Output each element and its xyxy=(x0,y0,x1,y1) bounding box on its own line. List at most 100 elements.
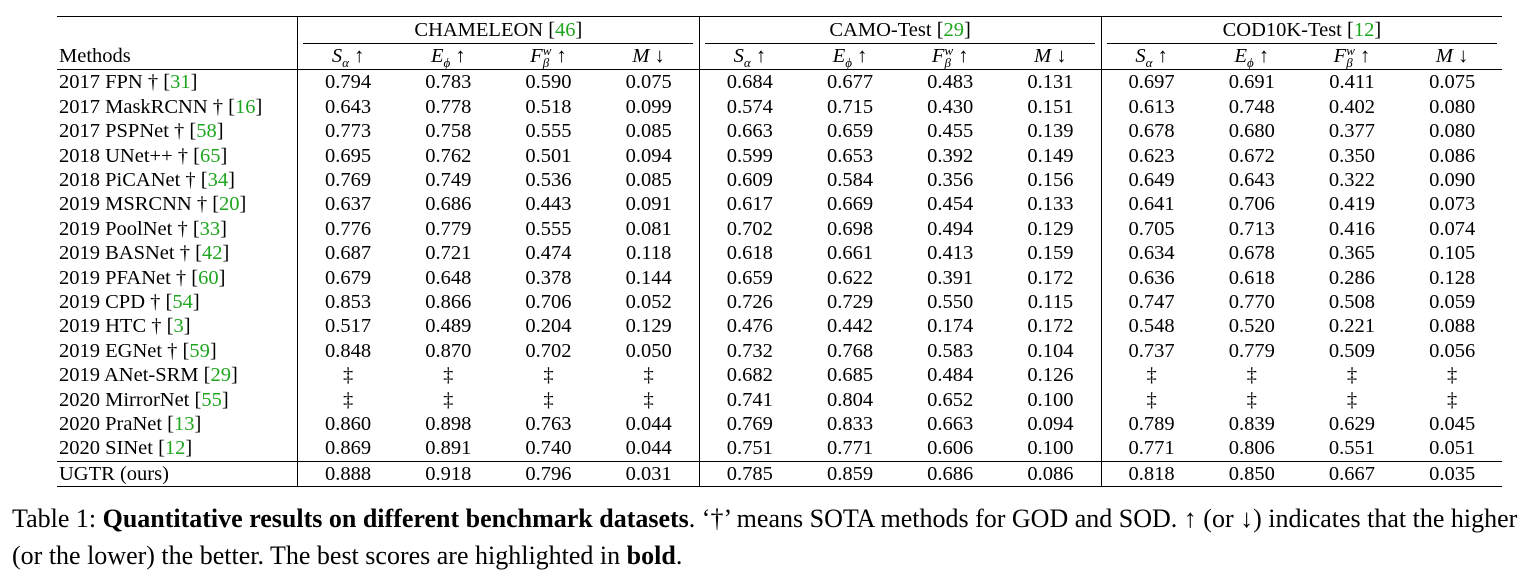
value-cell: 0.853 xyxy=(297,289,399,315)
citation-link[interactable]: 46 xyxy=(555,19,576,41)
method-name: 2020 MirrorNet [55] xyxy=(59,388,229,411)
value-cell: 0.741 xyxy=(698,387,800,412)
value-cell: 0.636 xyxy=(1100,265,1202,290)
citation-link[interactable]: 65 xyxy=(199,144,221,167)
value-cell: 0.918 xyxy=(398,460,499,488)
value-cell: 0.687 xyxy=(297,241,399,266)
method-name: 2019 CPD † [54] xyxy=(59,290,200,313)
value-cell: 0.779 xyxy=(425,217,472,240)
metric-sub: α xyxy=(1145,55,1153,71)
method-name: 2020 SINet [12] xyxy=(59,437,193,460)
value-cell: 0.789 xyxy=(1100,411,1202,437)
ours-suffix: (ours) xyxy=(114,462,169,485)
table-row: 2017 FPN † [31] 0.794 0.783 0.590 0.075 0.684… xyxy=(57,69,1502,95)
value-cell: 0.748 xyxy=(1228,95,1275,118)
value-cell: 0.649 xyxy=(1100,167,1202,193)
value-cell: 0.050 xyxy=(625,339,672,362)
value-cell: 0.081 xyxy=(625,217,672,240)
table-row: 2017 PSPNet † [58] 0.773 0.758 0.555 0.085 0.… xyxy=(57,119,1502,144)
arrow-icon: ↑ xyxy=(750,45,767,67)
arrow-icon: ↑ xyxy=(851,45,868,67)
value-cell: 0.484 xyxy=(927,364,974,387)
citation-link[interactable]: 29 xyxy=(943,19,965,41)
citation-link[interactable]: 34 xyxy=(207,168,229,191)
metric-sub: α xyxy=(743,55,751,71)
value-cell: 0.618 xyxy=(698,241,800,266)
value-cell: ‡ xyxy=(1100,363,1202,388)
value-cell: 0.419 xyxy=(1328,193,1376,216)
value-cell: 0.785 xyxy=(698,460,800,488)
method-name: 2017 FPN † [31] xyxy=(59,71,198,94)
value-cell: 0.118 xyxy=(625,242,672,265)
value-cell: 0.783 xyxy=(425,71,472,94)
value-cell: 0.031 xyxy=(598,460,700,488)
value-cell: 0.508 xyxy=(1328,290,1376,313)
table-row: 2018 UNet++ † [65] 0.695 0.762 0.501 0.094 0.… xyxy=(57,143,1502,168)
metric-header: E ϕ ↑ xyxy=(799,44,901,71)
value-cell: 0.751 xyxy=(698,436,800,462)
value-cell: 0.044 xyxy=(625,437,672,460)
citation-link[interactable]: 31 xyxy=(170,71,191,94)
value-cell: 0.702 xyxy=(698,216,800,242)
citation-link[interactable]: 42 xyxy=(201,242,223,265)
value-cell: 0.059 xyxy=(1429,290,1476,313)
value-cell: 0.085 xyxy=(625,120,672,143)
value-cell: 0.094 xyxy=(1027,412,1074,435)
citation-link[interactable]: 3 xyxy=(173,315,184,338)
table-row: 2019 PFANet † [60] 0.679 0.648 0.378 0.144 0.… xyxy=(57,265,1502,290)
arrow-icon: ↑ xyxy=(348,45,365,67)
value-cell: 0.517 xyxy=(297,314,399,339)
value-cell: 0.131 xyxy=(1027,71,1074,94)
citation-link[interactable]: 29 xyxy=(210,364,231,387)
value-cell: 0.661 xyxy=(826,242,874,265)
value-cell: 0.172 xyxy=(1027,266,1074,289)
ours-row: UGTR (ours) 0.888 0.918 0.796 0.031 0.785 0.85… xyxy=(57,460,1503,488)
value-cell: 0.045 xyxy=(1429,412,1476,435)
value-cell: 0.778 xyxy=(425,95,472,118)
method-name: 2018 UNet++ † [65] xyxy=(59,144,228,167)
citation-link[interactable]: 33 xyxy=(199,217,221,240)
value-cell: 0.669 xyxy=(826,193,874,216)
citation-link[interactable]: 12 xyxy=(1353,19,1375,41)
value-cell: 0.105 xyxy=(1429,242,1476,265)
value-cell: 0.075 xyxy=(625,71,672,94)
value-cell: 0.483 xyxy=(927,71,974,94)
citation-link[interactable]: 54 xyxy=(172,290,193,313)
value-cell: 0.474 xyxy=(525,242,572,265)
value-cell: 0.794 xyxy=(297,69,399,95)
citation-link[interactable]: 20 xyxy=(219,193,240,216)
citation-link[interactable]: 59 xyxy=(189,339,210,362)
value-cell: ‡ xyxy=(1447,364,1458,387)
value-cell: 0.129 xyxy=(1027,217,1074,240)
caption-title: Quantitative results on different benchm… xyxy=(102,504,689,533)
value-cell: 0.663 xyxy=(927,412,974,435)
citation-link[interactable]: 13 xyxy=(174,412,195,435)
value-cell: 0.860 xyxy=(297,411,399,437)
metric-subscript: α xyxy=(1146,45,1153,69)
value-cell: ‡ xyxy=(643,364,654,387)
value-cell: ‡ xyxy=(1100,387,1202,412)
value-cell: 0.088 xyxy=(1429,315,1476,338)
value-cell: 0.740 xyxy=(525,437,572,460)
value-cell: 0.151 xyxy=(1027,95,1074,118)
citation-link[interactable]: 16 xyxy=(234,95,256,118)
value-cell: 0.476 xyxy=(698,314,800,339)
table-row: 2019 CPD † [54] 0.853 0.866 0.706 0.052 0.726… xyxy=(57,289,1502,315)
citation-link[interactable]: 58 xyxy=(196,120,217,143)
value-cell: 0.702 xyxy=(525,339,572,362)
group-header-row: CHAMELEON [46] CAMO-Test [29] COD10K-Tes… xyxy=(57,16,1503,44)
value-cell: 0.080 xyxy=(1429,120,1476,143)
citation-link[interactable]: 55 xyxy=(201,388,222,411)
value-cell: 0.411 xyxy=(1329,71,1375,94)
citation-link[interactable]: 60 xyxy=(198,266,219,289)
citation-link[interactable]: 12 xyxy=(164,437,186,460)
value-cell: 0.159 xyxy=(1027,242,1074,265)
value-cell: ‡ xyxy=(1447,388,1458,411)
value-cell: 0.133 xyxy=(1027,193,1074,216)
value-cell: 0.454 xyxy=(927,193,974,216)
metric-sup: w xyxy=(542,43,552,59)
metric-header: M ↓ xyxy=(1402,44,1503,71)
